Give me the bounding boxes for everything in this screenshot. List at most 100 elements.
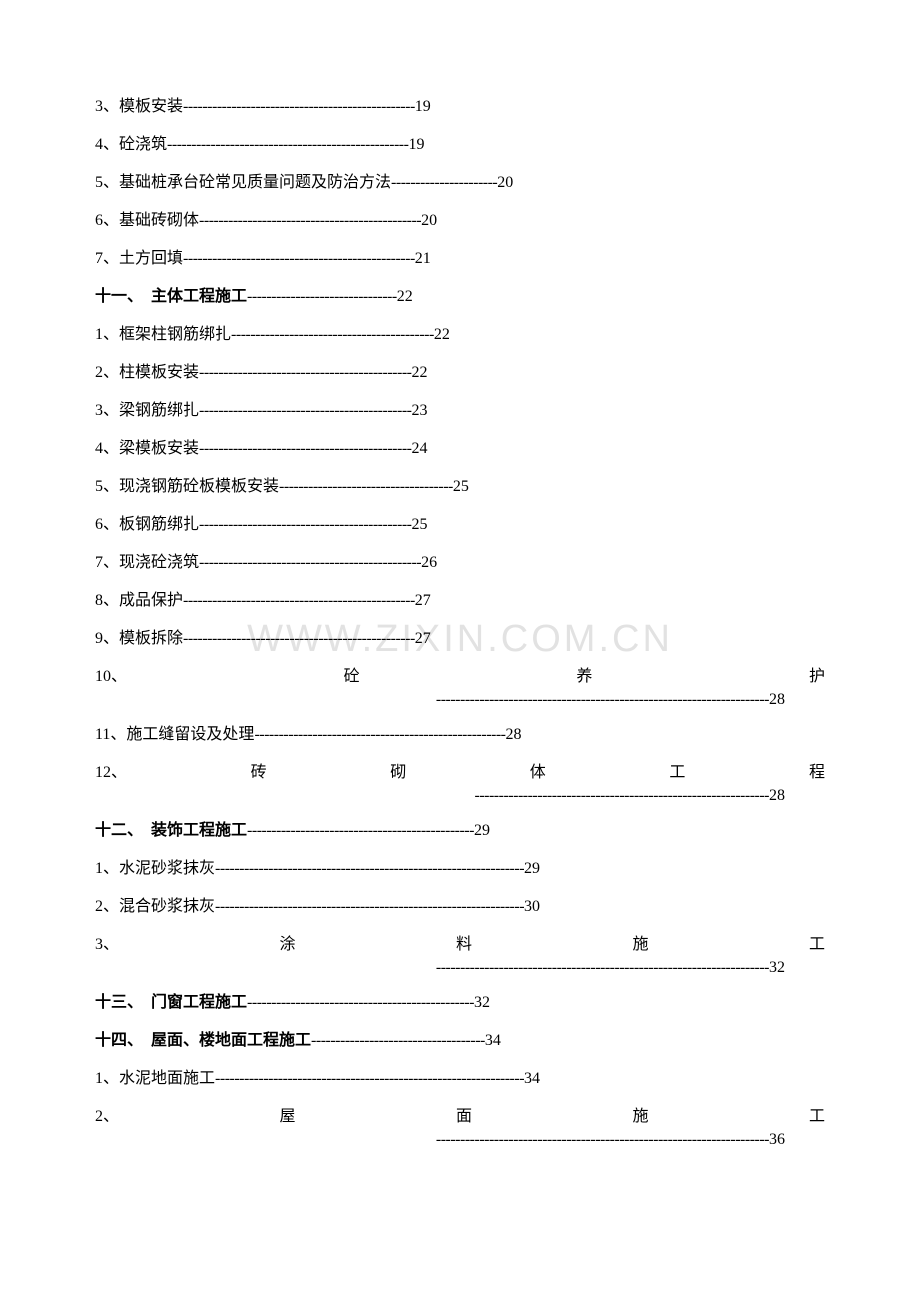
toc-dashes-row: ----------------------------------------…	[95, 787, 825, 805]
toc-label-char: 养	[576, 665, 592, 689]
toc-number: 2、	[95, 895, 119, 919]
toc-page: 25	[411, 513, 427, 537]
toc-entry: 1、框架柱钢筋绑扎-------------------------------…	[95, 323, 825, 347]
toc-dashes: ----------------------------------------…	[199, 361, 411, 385]
toc-label-char: 工	[809, 933, 825, 957]
toc-entry-spread: 2、屋面施工	[95, 1105, 825, 1129]
toc-label-char: 施	[632, 1105, 648, 1129]
toc-number: 10、	[95, 665, 127, 689]
toc-number: 1、	[95, 1067, 119, 1091]
toc-label: 现浇砼浇筑	[119, 551, 199, 575]
toc-number: 2、	[95, 361, 119, 385]
toc-page: 28	[769, 787, 785, 804]
toc-label-char: 料	[456, 933, 472, 957]
toc-number: 1、	[95, 323, 119, 347]
toc-label: 成品保护	[119, 589, 183, 613]
toc-entry: 3、梁钢筋绑扎---------------------------------…	[95, 399, 825, 423]
toc-label: 框架柱钢筋绑扎	[119, 323, 231, 347]
toc-label: 模板安装	[119, 95, 183, 119]
toc-dashes: ----------------------------------------…	[231, 323, 434, 347]
toc-dashes: ------------------------------------	[311, 1029, 485, 1053]
toc-entry: 11、施工缝留设及处理-----------------------------…	[95, 723, 825, 747]
toc-label-char: 砖	[251, 761, 267, 785]
toc-entry: 2、柱模板安装---------------------------------…	[95, 361, 825, 385]
toc-number: 十一、	[95, 285, 151, 309]
toc-entry: 十三、 门窗工程施工------------------------------…	[95, 991, 825, 1015]
toc-page: 23	[411, 399, 427, 423]
toc-dashes-row: ----------------------------------------…	[95, 959, 825, 977]
toc-page: 28	[506, 723, 522, 747]
toc-dashes: ----------------------------------------…	[436, 959, 769, 976]
toc-number: 9、	[95, 627, 119, 651]
toc-number: 7、	[95, 551, 119, 575]
toc-label-char: 砌	[390, 761, 406, 785]
toc-page: 25	[453, 475, 469, 499]
toc-number: 十二、	[95, 819, 151, 843]
toc-dashes: ----------------------------------------…	[199, 551, 421, 575]
toc-page: 34	[524, 1067, 540, 1091]
toc-dashes: ----------------------------------------…	[183, 589, 415, 613]
toc-dashes: ----------------------------------------…	[167, 133, 408, 157]
toc-dashes: ----------------------------------------…	[247, 819, 474, 843]
toc-page: 27	[415, 589, 431, 613]
toc-label-char: 屋	[279, 1105, 295, 1129]
toc-page: 28	[769, 691, 785, 708]
toc-entry: 5、现浇钢筋砼板模板安装----------------------------…	[95, 475, 825, 499]
toc-number: 4、	[95, 133, 119, 157]
toc-page: 19	[415, 95, 431, 119]
toc-label: 水泥砂浆抹灰	[119, 857, 215, 881]
toc-page: 24	[411, 437, 427, 461]
toc-page: 34	[485, 1029, 501, 1053]
toc-dashes: ----------------------------------------…	[247, 991, 474, 1015]
toc-dashes: ----------------------------------------…	[215, 1067, 524, 1091]
toc-label: 现浇钢筋砼板模板安装	[119, 475, 279, 499]
toc-entry: 1、水泥地面施工--------------------------------…	[95, 1067, 825, 1091]
toc-page: 32	[769, 959, 785, 976]
toc-number: 8、	[95, 589, 119, 613]
toc-label: 门窗工程施工	[151, 991, 247, 1015]
toc-dashes: ----------------------------------------…	[199, 437, 411, 461]
toc-number: 2、	[95, 1105, 119, 1129]
toc-dashes-row: ----------------------------------------…	[95, 691, 825, 709]
toc-number: 3、	[95, 933, 119, 957]
toc-number: 7、	[95, 247, 119, 271]
toc-entry-spread: 10、砼养护	[95, 665, 825, 689]
toc-label: 水泥地面施工	[119, 1067, 215, 1091]
toc-number: 5、	[95, 475, 119, 499]
toc-entry: 5、基础桩承台砼常见质量问题及防治方法---------------------…	[95, 171, 825, 195]
toc-entry: 十二、 装饰工程施工------------------------------…	[95, 819, 825, 843]
toc-dashes: ----------------------------------------…	[199, 513, 411, 537]
toc-page: 22	[434, 323, 450, 347]
toc-label: 土方回填	[119, 247, 183, 271]
toc-label-char: 施	[632, 933, 648, 957]
toc-label: 模板拆除	[119, 627, 183, 651]
toc-entry: 6、板钢筋绑扎---------------------------------…	[95, 513, 825, 537]
toc-dashes-row: ----------------------------------------…	[95, 1131, 825, 1149]
toc-label: 混合砂浆抹灰	[119, 895, 215, 919]
toc-number: 12、	[95, 761, 127, 785]
toc-label-char: 体	[530, 761, 546, 785]
toc-label-char: 工	[669, 761, 685, 785]
toc-entry: 9、模板拆除----------------------------------…	[95, 627, 825, 651]
toc-dashes: ----------------------------------------…	[436, 1131, 769, 1148]
toc-page: 36	[769, 1131, 785, 1148]
toc-label-char: 面	[456, 1105, 472, 1129]
toc-page: 21	[415, 247, 431, 271]
toc-page: 30	[524, 895, 540, 919]
toc-label: 柱模板安装	[119, 361, 199, 385]
toc-number: 1、	[95, 857, 119, 881]
toc-entry: 8、成品保护----------------------------------…	[95, 589, 825, 613]
toc-dashes: -------------------------------	[247, 285, 397, 309]
toc-dashes: ----------------------------------------…	[199, 399, 411, 423]
toc-entry: 3、模板安装----------------------------------…	[95, 95, 825, 119]
toc-entry: 十四、 屋面、楼地面工程施工--------------------------…	[95, 1029, 825, 1053]
toc-number: 十四、	[95, 1029, 151, 1053]
toc-entry: 1、水泥砂浆抹灰--------------------------------…	[95, 857, 825, 881]
toc-number: 6、	[95, 513, 119, 537]
toc-entry: 十一、 主体工程施工------------------------------…	[95, 285, 825, 309]
toc-dashes: ------------------------------------	[279, 475, 453, 499]
toc-entry-spread: 3、涂料施工	[95, 933, 825, 957]
toc-page: 29	[524, 857, 540, 881]
toc-number: 4、	[95, 437, 119, 461]
toc-page: 22	[397, 285, 413, 309]
